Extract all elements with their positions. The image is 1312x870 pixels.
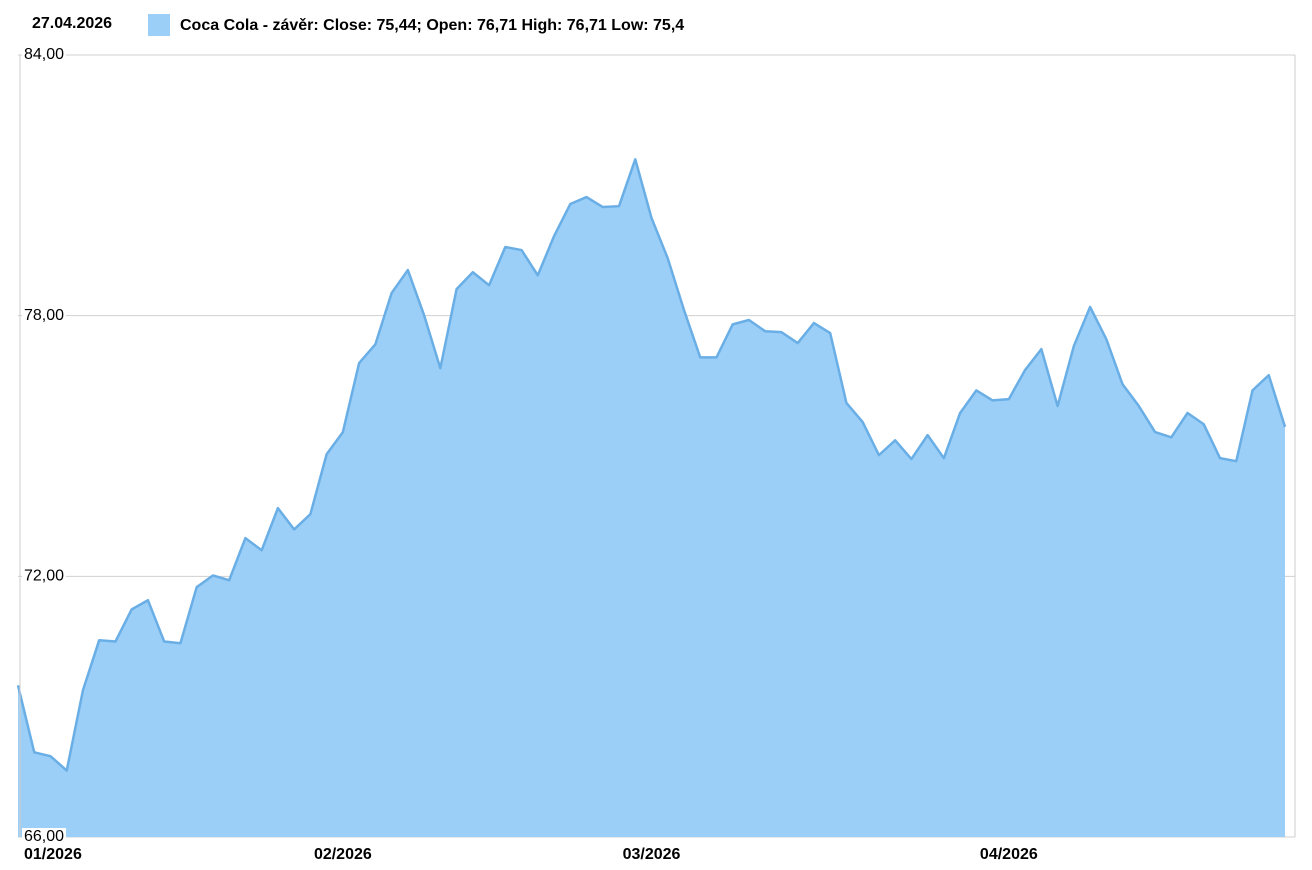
legend-swatch [148, 14, 170, 36]
area [18, 159, 1285, 837]
y-tick-bg [22, 828, 67, 846]
y-tick-label: 78,00 [24, 307, 64, 324]
x-tick-label: 04/2026 [980, 846, 1038, 863]
y-tick-label: 66,00 [24, 828, 64, 845]
y-tick-label: 72,00 [24, 568, 64, 585]
y-tick-bg [22, 46, 67, 64]
x-tick-label: 02/2026 [314, 846, 372, 863]
x-tick-label: 01/2026 [24, 846, 82, 863]
y-tick-bg [22, 306, 67, 325]
legend-label: Coca Cola - závěr: Close: 75,44; Open: 7… [180, 17, 684, 34]
y-tick-label: 84,00 [24, 46, 64, 63]
y-tick-bg [22, 567, 67, 586]
line [16, 158, 1287, 772]
x-tick-label: 03/2026 [623, 846, 681, 863]
date-label: 27.04.2026 [32, 15, 112, 32]
